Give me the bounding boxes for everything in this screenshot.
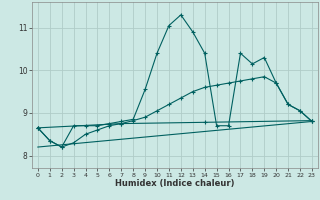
X-axis label: Humidex (Indice chaleur): Humidex (Indice chaleur) <box>115 179 235 188</box>
